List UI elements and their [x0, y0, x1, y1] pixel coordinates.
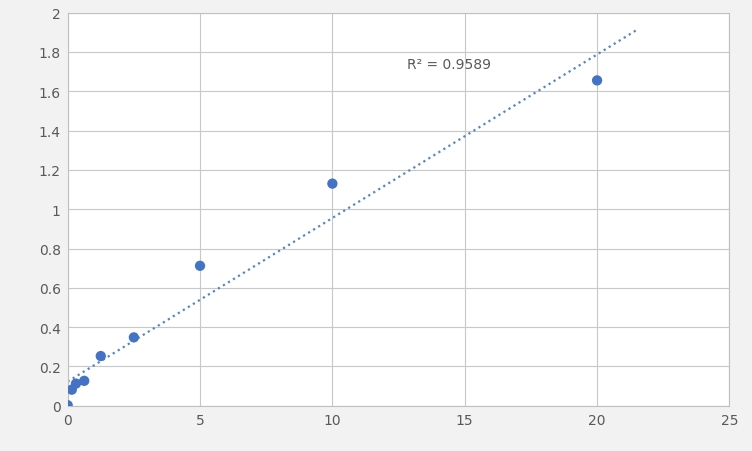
Point: [591, 78, 603, 85]
Point: [128, 334, 140, 341]
Text: R² = 0.9589: R² = 0.9589: [407, 57, 490, 71]
Point: [65, 386, 77, 393]
Point: [62, 402, 74, 409]
Point: [326, 180, 338, 188]
Point: [70, 380, 82, 387]
Point: [194, 262, 206, 270]
Point: [78, 377, 90, 385]
Point: [95, 353, 107, 360]
